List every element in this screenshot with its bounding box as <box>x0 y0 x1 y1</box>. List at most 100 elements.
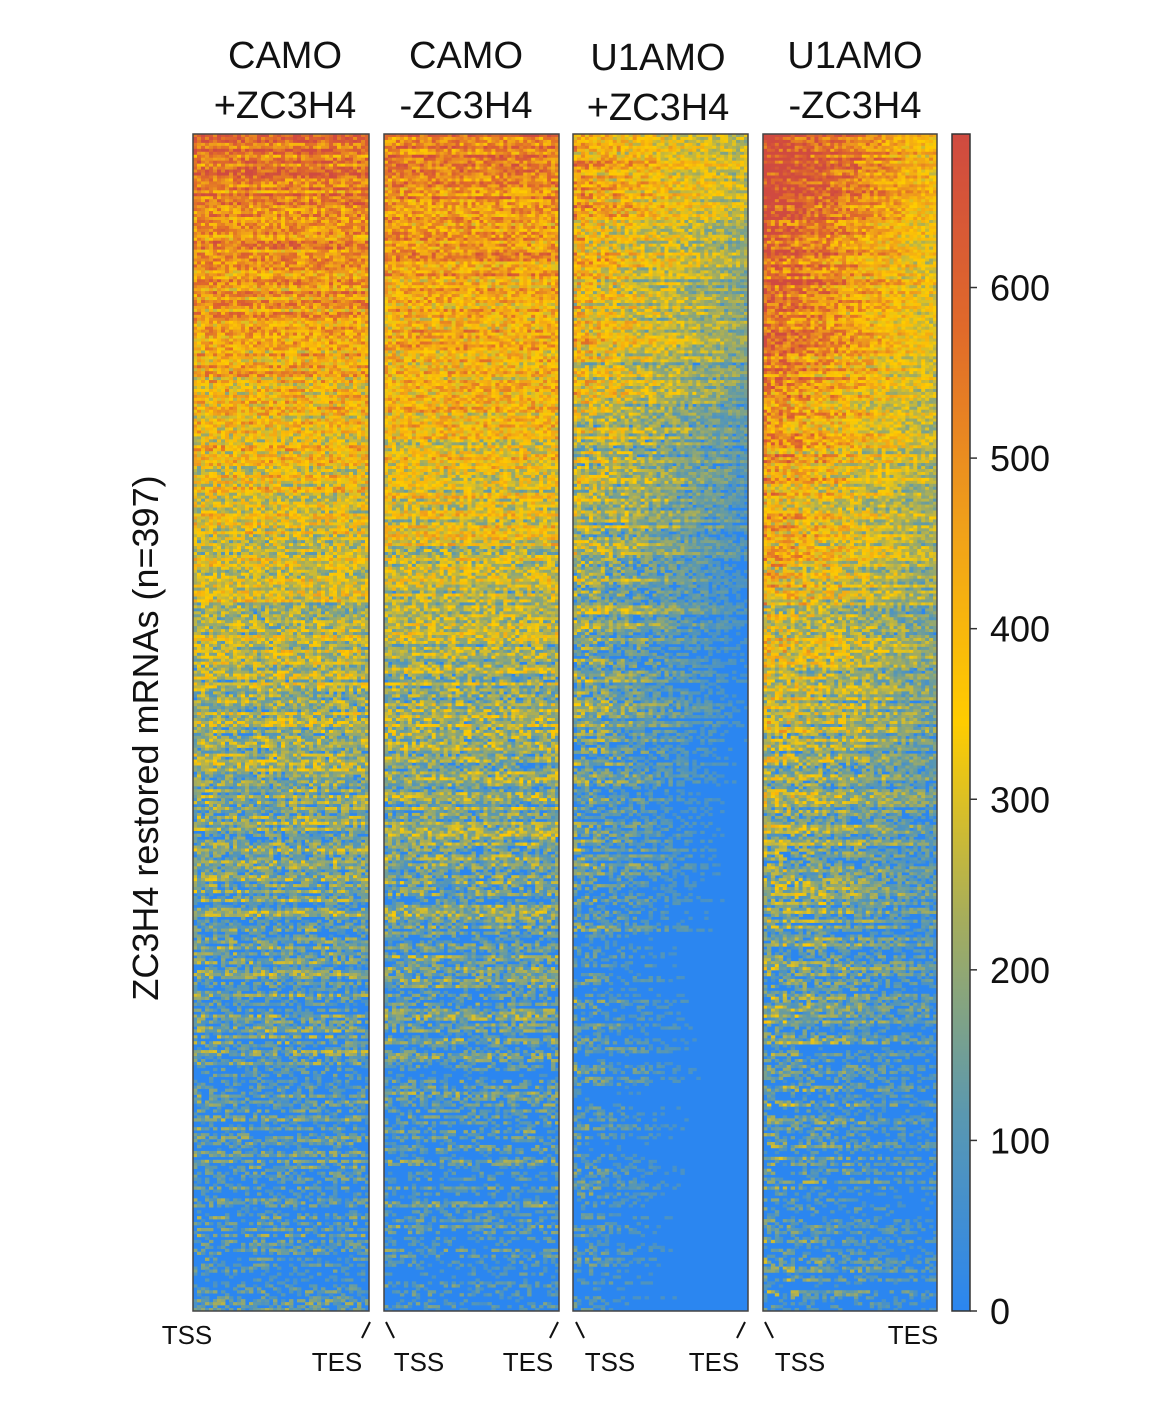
heatmap-cell <box>273 205 278 209</box>
heatmap-cell <box>277 267 282 271</box>
heatmap-cell <box>261 421 266 425</box>
heatmap-cell <box>233 371 238 375</box>
heatmap-cell <box>361 380 366 384</box>
heatmap-cell <box>305 347 310 351</box>
heatmap-cell <box>237 139 242 144</box>
heatmap-cell <box>293 196 298 200</box>
heatmap-cell <box>229 175 234 179</box>
y-axis-label: ZC3H4 restored mRNAs (n=397) <box>125 475 166 1000</box>
heatmap-cell <box>257 436 262 440</box>
heatmap-cell <box>197 445 202 449</box>
heatmap-cell <box>209 193 214 197</box>
heatmap-cell <box>305 415 310 419</box>
heatmap-cell <box>325 341 330 345</box>
heatmap-cell <box>281 234 286 239</box>
heatmap-cell <box>213 445 218 449</box>
heatmap-cell <box>333 225 338 230</box>
heatmap-cell <box>289 359 294 363</box>
heatmap-cell <box>285 136 290 141</box>
heatmap-cell <box>245 208 250 212</box>
heatmap-cell <box>349 383 354 387</box>
heatmap-cell <box>205 163 210 167</box>
heatmap-cell <box>337 445 342 449</box>
heatmap-cell <box>337 305 342 310</box>
heatmap-cell <box>309 406 314 411</box>
heatmap-cell <box>297 320 302 325</box>
heatmap-cell <box>237 353 242 357</box>
heatmap-cell <box>197 145 202 150</box>
heatmap-cell <box>281 249 286 253</box>
heatmap-cell <box>269 371 274 375</box>
heatmap-cell <box>281 181 286 185</box>
heatmap-cell <box>205 240 210 244</box>
heatmap-cell <box>221 430 226 434</box>
heatmap-cell <box>361 439 366 443</box>
heatmap-cell <box>341 338 346 342</box>
heatmap-cell <box>253 335 258 339</box>
heatmap-cell <box>301 457 306 461</box>
heatmap-cell <box>341 219 346 224</box>
heatmap-cell <box>245 442 250 446</box>
heatmap-cell <box>221 415 226 419</box>
heatmap-cell <box>305 208 310 212</box>
heatmap-cell <box>257 400 262 405</box>
heatmap-cell <box>357 175 362 179</box>
heatmap-cell <box>305 237 310 242</box>
heatmap-cell <box>297 433 302 437</box>
heatmap-cell <box>357 403 362 408</box>
heatmap-cell <box>329 202 334 206</box>
heatmap-cell <box>333 302 338 307</box>
heatmap-cell <box>241 388 246 393</box>
heatmap-cell <box>253 344 258 348</box>
heatmap-cell <box>353 418 358 422</box>
heatmap-cell <box>217 433 222 437</box>
heatmap-cell <box>281 208 286 212</box>
heatmap-cell <box>285 412 290 416</box>
heatmap-cell <box>265 406 270 411</box>
heatmap-cell <box>245 145 250 150</box>
heatmap-cell <box>333 169 338 173</box>
heatmap-cell <box>345 279 350 283</box>
heatmap-cell <box>265 166 270 170</box>
heatmap-cell <box>349 424 354 428</box>
heatmap-cell <box>253 160 258 164</box>
heatmap-cell <box>337 163 342 167</box>
heatmap-cell <box>325 403 330 408</box>
heatmap-cell <box>241 442 246 446</box>
heatmap-cell <box>281 288 286 292</box>
heatmap-cell <box>225 323 230 327</box>
heatmap-cell <box>333 231 338 236</box>
heatmap-cell <box>201 433 206 437</box>
heatmap-cell <box>265 228 270 233</box>
heatmap-cell <box>257 258 262 262</box>
heatmap-cell <box>281 240 286 244</box>
heatmap-cell <box>221 451 226 455</box>
heatmap-cell <box>345 445 350 449</box>
heatmap-cell <box>217 181 222 185</box>
heatmap-cell <box>233 466 238 470</box>
heatmap-cell <box>249 320 254 325</box>
heatmap-cell <box>337 344 342 348</box>
heatmap-cell <box>257 332 262 336</box>
heatmap-cell <box>309 377 314 381</box>
heatmap-cell <box>309 264 314 268</box>
heatmap-cell <box>365 172 370 176</box>
heatmap-cell <box>325 332 330 336</box>
heatmap-cell <box>233 469 238 473</box>
heatmap-cell <box>361 329 366 333</box>
heatmap-cell <box>313 338 318 342</box>
heatmap-cell <box>305 270 310 274</box>
heatmap-cell <box>321 365 326 369</box>
heatmap-cell <box>333 445 338 449</box>
heatmap-cell <box>281 451 286 455</box>
heatmap-cell <box>329 276 334 280</box>
heatmap-cell <box>293 276 298 280</box>
heatmap-cell <box>297 424 302 428</box>
heatmap-cell <box>353 208 358 212</box>
heatmap-cell <box>361 300 366 304</box>
heatmap-cell <box>265 240 270 244</box>
heatmap-cell <box>249 237 254 242</box>
heatmap-cell <box>217 285 222 289</box>
heatmap-cell <box>269 397 274 402</box>
heatmap-cell <box>265 383 270 387</box>
